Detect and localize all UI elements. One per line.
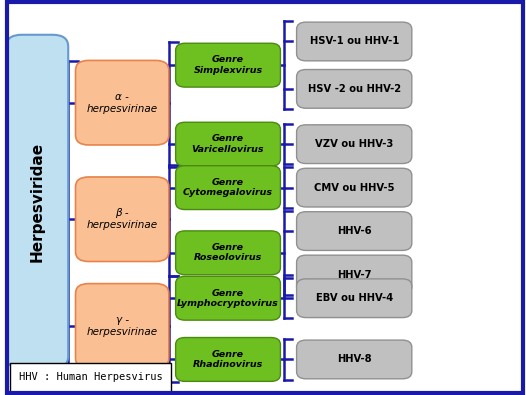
Text: Genre
Roseolovirus: Genre Roseolovirus [194,243,262,263]
FancyBboxPatch shape [10,363,171,392]
Text: VZV ou HHV-3: VZV ou HHV-3 [315,139,393,149]
Text: β -
herpesvirinae: β - herpesvirinae [87,209,158,230]
FancyBboxPatch shape [176,122,280,166]
FancyBboxPatch shape [176,276,280,320]
FancyBboxPatch shape [297,125,412,164]
Text: Genre
Simplexvirus: Genre Simplexvirus [194,55,262,75]
FancyBboxPatch shape [176,166,280,209]
FancyBboxPatch shape [297,70,412,108]
FancyBboxPatch shape [297,255,412,294]
Text: HHV-8: HHV-8 [337,354,371,365]
Text: HSV-1 ou HHV-1: HSV-1 ou HHV-1 [309,36,399,47]
Text: HHV-7: HHV-7 [337,269,371,280]
FancyBboxPatch shape [76,177,169,261]
Text: Genre
Varicellovirus: Genre Varicellovirus [192,134,264,154]
Text: Herpesviridae: Herpesviridae [29,141,45,261]
FancyBboxPatch shape [176,231,280,275]
FancyBboxPatch shape [297,340,412,379]
Text: CMV ou HHV-5: CMV ou HHV-5 [314,182,394,193]
Text: α -
herpesvirinae: α - herpesvirinae [87,92,158,113]
FancyBboxPatch shape [297,212,412,250]
FancyBboxPatch shape [297,279,412,318]
FancyBboxPatch shape [6,35,68,368]
FancyBboxPatch shape [176,337,280,382]
Text: γ -
herpesvirinae: γ - herpesvirinae [87,315,158,337]
FancyBboxPatch shape [297,168,412,207]
FancyBboxPatch shape [76,60,169,145]
Text: Genre
Rhadinovirus: Genre Rhadinovirus [193,350,263,369]
Text: Genre
Cytomegalovirus: Genre Cytomegalovirus [183,178,273,198]
Text: EBV ou HHV-4: EBV ou HHV-4 [316,293,393,303]
Text: HHV-6: HHV-6 [337,226,371,236]
Text: HHV : Human Herpesvirus: HHV : Human Herpesvirus [19,372,163,382]
Text: HSV -2 ou HHV-2: HSV -2 ou HHV-2 [308,84,401,94]
Text: Genre
Lymphocryptovirus: Genre Lymphocryptovirus [177,288,279,308]
FancyBboxPatch shape [76,284,169,368]
FancyBboxPatch shape [176,43,280,87]
FancyBboxPatch shape [297,22,412,61]
